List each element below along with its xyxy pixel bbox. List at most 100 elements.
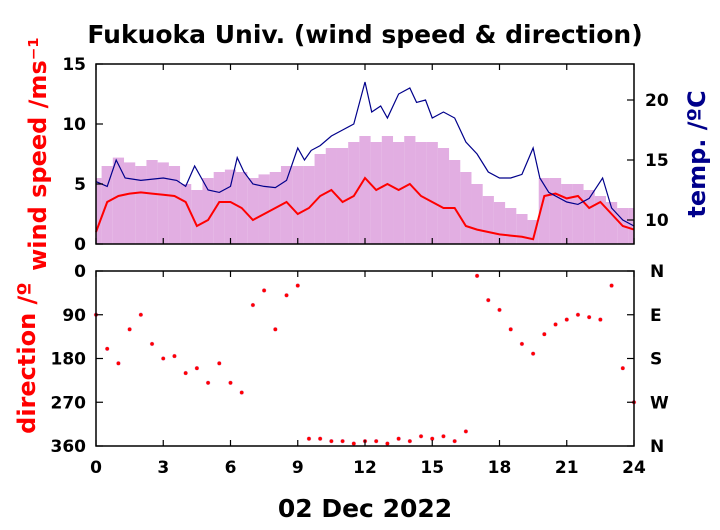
direction-point (374, 439, 379, 443)
gust-bar (460, 172, 472, 244)
wind-tick-label: 15 (62, 55, 86, 75)
direction-point (531, 351, 535, 356)
direction-tick-label: 0 (74, 262, 86, 282)
direction-point (329, 439, 334, 443)
direction-point (262, 288, 266, 293)
direction-point (385, 441, 390, 446)
hour-tick-label: 9 (292, 458, 304, 478)
compass-tick-label: N (650, 437, 664, 457)
gust-bar (426, 142, 438, 244)
gust-bar (146, 160, 158, 244)
gust-bar (583, 190, 595, 244)
gust-bar (96, 178, 102, 244)
gust-bar (482, 196, 494, 244)
hour-tick-label: 24 (622, 458, 646, 478)
compass-tick-label: W (650, 393, 669, 413)
wind-tick-label: 0 (74, 235, 86, 255)
bottom-axis-ticks: 0 N 90 E 180 S 270 W 360 N 0 3 6 9 12 15 18 21 24 (51, 262, 670, 478)
direction-point (161, 356, 166, 361)
gust-bar (224, 169, 237, 244)
gust-bar (493, 202, 506, 244)
gust-bar (437, 148, 450, 244)
direction-point (475, 274, 479, 278)
hour-tick-label: 6 (225, 458, 237, 478)
gust-bar (336, 148, 349, 244)
gust-bar (359, 136, 371, 244)
direction-tick-label: 90 (62, 306, 86, 326)
gust-bar (393, 142, 405, 244)
gust-bar (415, 142, 427, 244)
temperature-series (95, 81, 635, 227)
gust-bar (628, 208, 634, 244)
gust-bar (157, 162, 169, 244)
gust-bar (538, 178, 550, 244)
direction-point (172, 354, 177, 358)
gust-bar (348, 142, 360, 244)
direction-point (351, 441, 356, 446)
gust-bar (247, 178, 259, 244)
compass-tick-label: E (650, 306, 662, 326)
top-axis-ticks: 0 5 10 15 10 15 20 (62, 55, 669, 255)
direction-point (542, 332, 547, 336)
gust-bar (213, 172, 225, 244)
gust-bar (325, 148, 337, 244)
direction-point (284, 293, 289, 298)
gust-bar (314, 154, 326, 244)
direction-point (183, 371, 188, 375)
gust-bar (135, 166, 147, 244)
gust-bar (549, 178, 562, 244)
direction-point (273, 327, 278, 332)
direction-point (340, 439, 345, 443)
gust-bar (303, 166, 315, 244)
chart-title: Fukuoka Univ. (wind speed & direction) (87, 20, 642, 49)
direction-point (116, 361, 121, 366)
hour-tick-label: 12 (353, 458, 377, 478)
direction-point (195, 366, 199, 371)
hour-tick-label: 15 (420, 458, 444, 478)
gust-series (96, 136, 634, 244)
date-label: 02 Dec 2022 (278, 494, 452, 523)
gust-bar (292, 166, 304, 244)
direction-point (127, 327, 132, 332)
wind-tick-label: 5 (74, 175, 86, 195)
direction-point (452, 439, 457, 443)
direction-point (587, 315, 591, 319)
gust-bar (605, 202, 618, 244)
wind-speed-axis-label: wind speed /ms⁻¹ (24, 37, 52, 271)
direction-point (441, 434, 446, 439)
direction-point (206, 381, 210, 385)
direction-point (228, 381, 233, 385)
temp-tick-label: 20 (645, 91, 669, 111)
compass-tick-label: N (650, 262, 664, 282)
hour-tick-label: 3 (157, 458, 169, 478)
gust-bar (180, 184, 192, 244)
compass-tick-label: S (650, 350, 662, 370)
direction-tick-label: 180 (51, 350, 87, 370)
gust-bar (258, 174, 270, 244)
direction-point (408, 439, 412, 443)
gust-bar (202, 178, 214, 244)
temp-tick-label: 15 (645, 151, 669, 171)
hour-tick-label: 0 (90, 458, 102, 478)
direction-point (486, 298, 491, 302)
temp-tick-label: 10 (645, 211, 669, 231)
direction-point (430, 436, 435, 441)
direction-point (150, 342, 154, 346)
gust-bar (191, 190, 203, 244)
direction-point (464, 429, 468, 434)
direction-series (93, 273, 637, 446)
gust-bar (381, 136, 394, 244)
gust-bar (112, 157, 125, 244)
direction-point (564, 317, 569, 322)
gust-bar (572, 184, 584, 244)
direction-point (598, 317, 603, 322)
bottom-plot-frame (95, 270, 635, 447)
temperature-axis-label: temp. /ºC (683, 90, 711, 217)
direction-point (553, 322, 558, 327)
gust-bar (516, 214, 528, 244)
direction-point (139, 312, 143, 317)
gust-bar (370, 142, 382, 244)
gust-bar (404, 136, 416, 244)
gust-bar (124, 162, 136, 244)
hour-tick-label: 18 (488, 458, 512, 478)
